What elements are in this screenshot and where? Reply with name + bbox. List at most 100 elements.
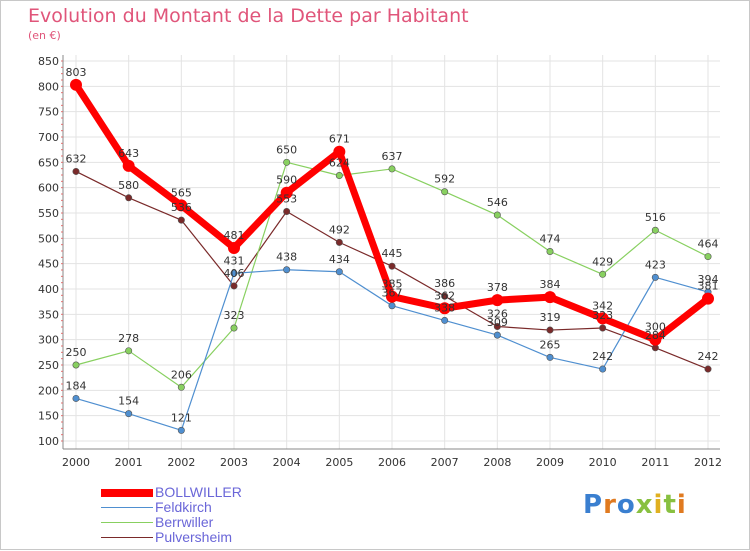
data-point (70, 78, 82, 91)
x-tick-label: 2002 (167, 456, 195, 469)
data-label: 671 (329, 133, 350, 146)
data-point (125, 194, 133, 202)
data-label: 434 (329, 253, 350, 266)
data-point (441, 188, 449, 196)
data-label: 378 (487, 281, 508, 294)
data-point (177, 426, 185, 434)
y-tick-label: 300 (38, 334, 59, 347)
data-point (228, 241, 240, 254)
data-label: 406 (224, 267, 245, 280)
chart-subtitle: (en €) (28, 29, 61, 42)
legend-label: Berrwiller (155, 514, 214, 530)
x-tick-label: 2010 (589, 456, 617, 469)
data-label: 242 (592, 350, 613, 363)
data-label: 580 (118, 179, 139, 192)
data-point (651, 273, 659, 281)
data-label: 206 (171, 368, 192, 381)
data-label: 803 (66, 66, 87, 79)
x-tick-label: 2001 (115, 456, 143, 469)
data-label: 632 (66, 152, 87, 165)
y-tick-label: 150 (38, 410, 59, 423)
data-point (544, 291, 556, 304)
data-label: 326 (487, 307, 508, 320)
data-point (702, 292, 714, 305)
data-point (230, 269, 238, 277)
logo-letter: x (635, 490, 654, 520)
data-point (333, 145, 346, 158)
data-label: 338 (434, 301, 455, 314)
data-point (491, 294, 504, 307)
data-label: 121 (171, 411, 192, 424)
data-point (72, 394, 80, 402)
x-tick-label: 2007 (431, 456, 459, 469)
y-tick-label: 200 (38, 384, 59, 397)
data-point (388, 165, 396, 173)
y-tick-label: 750 (38, 106, 59, 119)
data-point (493, 322, 501, 330)
data-label: 492 (329, 223, 350, 236)
x-tick-label: 2003 (220, 456, 248, 469)
data-label: 362 (434, 289, 455, 302)
data-point (125, 410, 133, 418)
data-label: 250 (66, 346, 87, 359)
y-tick-label: 550 (38, 207, 59, 220)
data-point (441, 292, 449, 300)
data-point (230, 282, 238, 290)
data-label: 546 (487, 196, 508, 209)
data-point (230, 324, 238, 332)
data-label: 384 (540, 278, 561, 291)
logo-letter: t (663, 490, 677, 520)
data-label: 592 (434, 173, 455, 186)
x-tick-label: 2012 (694, 456, 722, 469)
y-tick-label: 850 (38, 55, 59, 68)
data-label: 643 (118, 147, 139, 160)
data-point (122, 159, 135, 172)
legend-swatch (101, 537, 153, 538)
data-point (651, 226, 659, 234)
data-label: 381 (698, 280, 719, 293)
logo-letter: i (676, 490, 687, 520)
data-point (283, 158, 291, 166)
y-tick-label: 450 (38, 258, 59, 271)
data-point (72, 167, 80, 175)
data-label: 386 (434, 277, 455, 290)
data-point (649, 333, 662, 346)
data-label: 423 (645, 258, 666, 271)
data-label: 536 (171, 201, 192, 214)
x-tick-label: 2006 (378, 456, 406, 469)
y-tick-label: 350 (38, 308, 59, 321)
y-tick-label: 800 (38, 80, 59, 93)
data-label: 242 (698, 350, 719, 363)
y-tick-label: 400 (38, 283, 59, 296)
data-point (493, 211, 501, 219)
data-point (596, 312, 609, 325)
data-point (283, 207, 291, 215)
data-point (441, 316, 449, 324)
data-point (438, 302, 451, 315)
data-label: 300 (645, 321, 666, 334)
x-tick-label: 2005 (325, 456, 353, 469)
x-tick-label: 2008 (483, 456, 511, 469)
data-point (704, 365, 712, 373)
data-point (335, 238, 343, 246)
data-label: 624 (329, 157, 350, 170)
data-label: 650 (276, 143, 297, 156)
data-label: 445 (382, 247, 403, 260)
chart-title: Evolution du Montant de la Dette par Hab… (28, 5, 469, 27)
data-point (599, 324, 607, 332)
data-point (546, 353, 554, 361)
legend-swatch (101, 489, 153, 497)
legend-swatch (101, 522, 153, 523)
logo-letter: i (653, 490, 664, 520)
y-tick-label: 700 (38, 131, 59, 144)
y-tick-label: 250 (38, 359, 59, 372)
data-label: 278 (118, 332, 139, 345)
data-label: 464 (698, 238, 719, 251)
data-point (335, 268, 343, 276)
data-label: 323 (224, 309, 245, 322)
data-point (125, 347, 133, 355)
data-point (280, 186, 293, 199)
y-tick-label: 650 (38, 156, 59, 169)
data-label: 394 (698, 273, 719, 286)
